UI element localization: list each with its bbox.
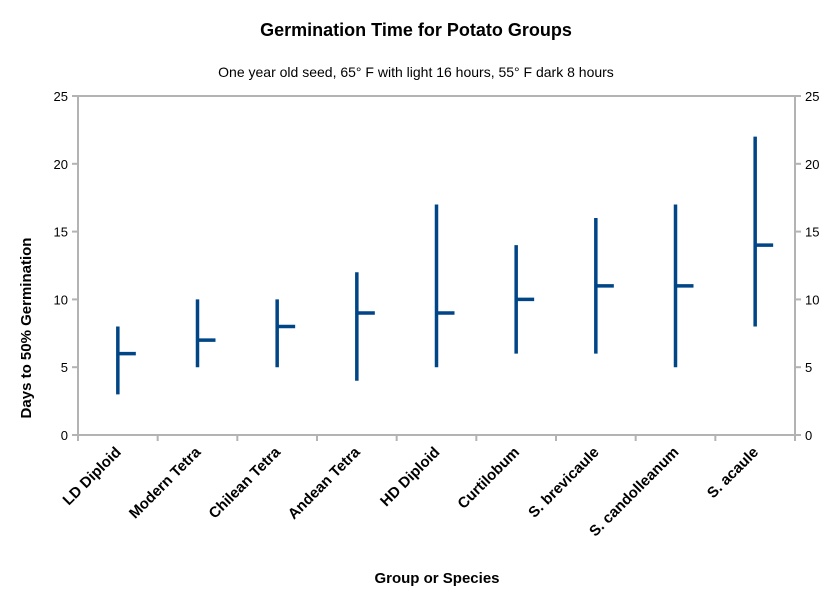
y-axis-right: 0 5 10 15 20 25 [795,89,819,443]
y-tick-label-left: 20 [54,157,68,172]
y-tick-label-left: 25 [54,89,68,104]
category-label: LD Diploid [60,444,125,509]
category-label: Andean Tetra [285,443,364,522]
y-tick-label-right: 25 [805,89,819,104]
category-label: S. candolleanum [586,444,682,540]
category-label: HD Diploid [377,444,443,510]
chart-subtitle: One year old seed, 65° F with light 16 h… [218,64,614,80]
y-tick-label-left: 15 [54,225,68,240]
y-tick-label-right: 15 [805,225,819,240]
y-tick-label-left: 0 [61,428,68,443]
category-labels: LD Diploid Modern Tetra Chilean Tetra Andea… [60,443,762,540]
category-label: Curtilobum [454,444,523,513]
category-label: Modern Tetra [126,443,205,522]
y-tick-label-right: 0 [805,428,812,443]
category-label: S. brevicaule [525,444,602,521]
category-label: S. acaule [704,444,762,502]
y-axis-title: Days to 50% Germination [18,238,35,419]
y-tick-label-right: 20 [805,157,819,172]
y-axis-left: 0 5 10 15 20 25 [54,89,78,443]
chart-title: Germination Time for Potato Groups [260,20,572,40]
x-axis [77,435,796,441]
y-tick-label-left: 10 [54,292,68,307]
category-label: Chilean Tetra [206,443,285,522]
y-tick-label-right: 10 [805,292,819,307]
plot-frame [77,95,796,436]
range-marks [116,136,774,395]
x-axis-title: Group or Species [374,570,499,587]
y-tick-label-left: 5 [61,360,68,375]
y-tick-label-right: 5 [805,360,812,375]
